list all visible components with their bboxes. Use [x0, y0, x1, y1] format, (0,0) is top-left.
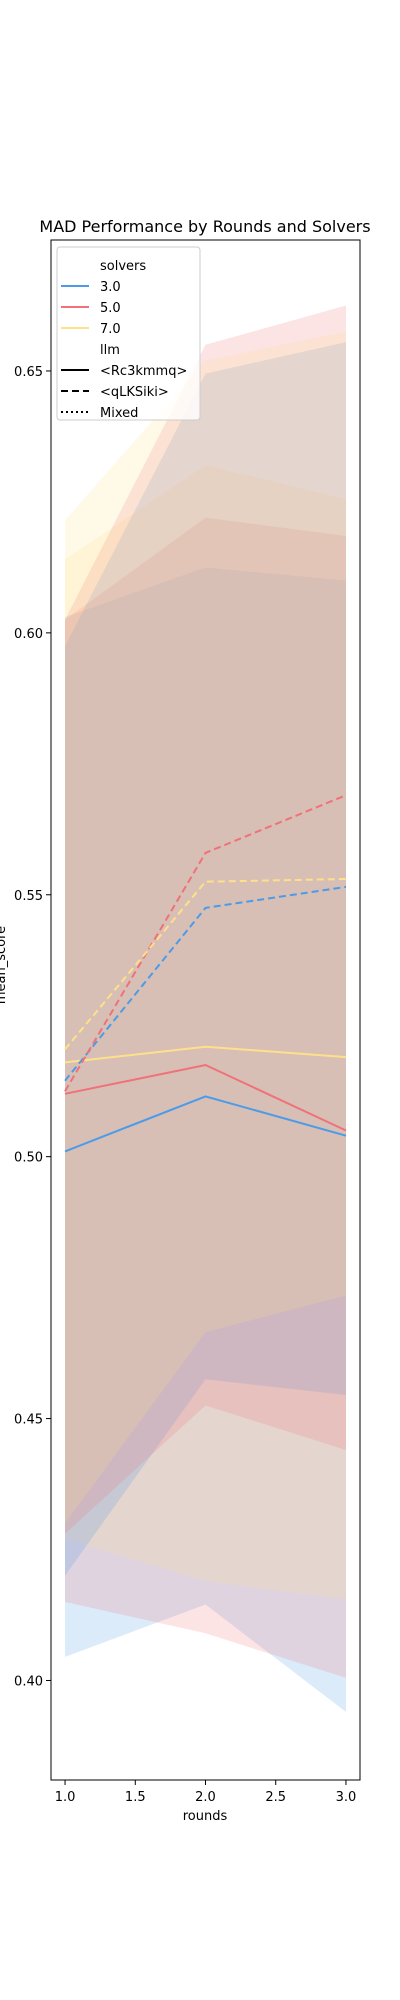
legend-label-llm-0: <Rc3kmmq> [100, 364, 187, 379]
y-axis-label: mean_score [0, 926, 9, 1004]
chart-title: MAD Performance by Rounds and Solvers [39, 217, 370, 236]
legend-label-llm-2: Mixed [100, 406, 138, 421]
x-tick-label-1: 1.5 [125, 1790, 146, 1805]
x-tick-label-0: 1.0 [55, 1790, 76, 1805]
x-tick-label-4: 3.0 [336, 1790, 357, 1805]
legend-label-solvers-1: 5.0 [100, 301, 121, 316]
y-tick-label-1: 0.45 [14, 1413, 43, 1428]
y-tick-label-3: 0.55 [14, 889, 43, 904]
legend-label-solvers-2: 7.0 [100, 322, 121, 337]
legend-title-solvers: solvers [100, 259, 146, 274]
y-tick-label-2: 0.50 [14, 1151, 43, 1166]
x-axis-ticks: 1.0 1.5 2.0 2.5 3.0 [55, 1780, 357, 1805]
x-tick-label-3: 2.5 [265, 1790, 286, 1805]
x-tick-label-2: 2.0 [195, 1790, 216, 1805]
legend-title-llm: llm [100, 343, 120, 358]
y-tick-label-4: 0.60 [14, 627, 43, 642]
legend-label-solvers-0: 3.0 [100, 280, 121, 295]
x-axis-label: rounds [183, 1809, 228, 1824]
y-tick-label-0: 0.40 [14, 1674, 43, 1689]
y-tick-label-5: 0.65 [14, 365, 43, 380]
legend: solvers 3.0 5.0 7.0 llm <Rc3kmmq> <qLKSiki> Mix… [57, 247, 200, 421]
y-axis-ticks: 0.40 0.45 0.50 0.55 0.60 0.65 [14, 365, 51, 1690]
confidence-bands [65, 306, 346, 1712]
legend-label-llm-1: <qLKSiki> [100, 385, 169, 400]
